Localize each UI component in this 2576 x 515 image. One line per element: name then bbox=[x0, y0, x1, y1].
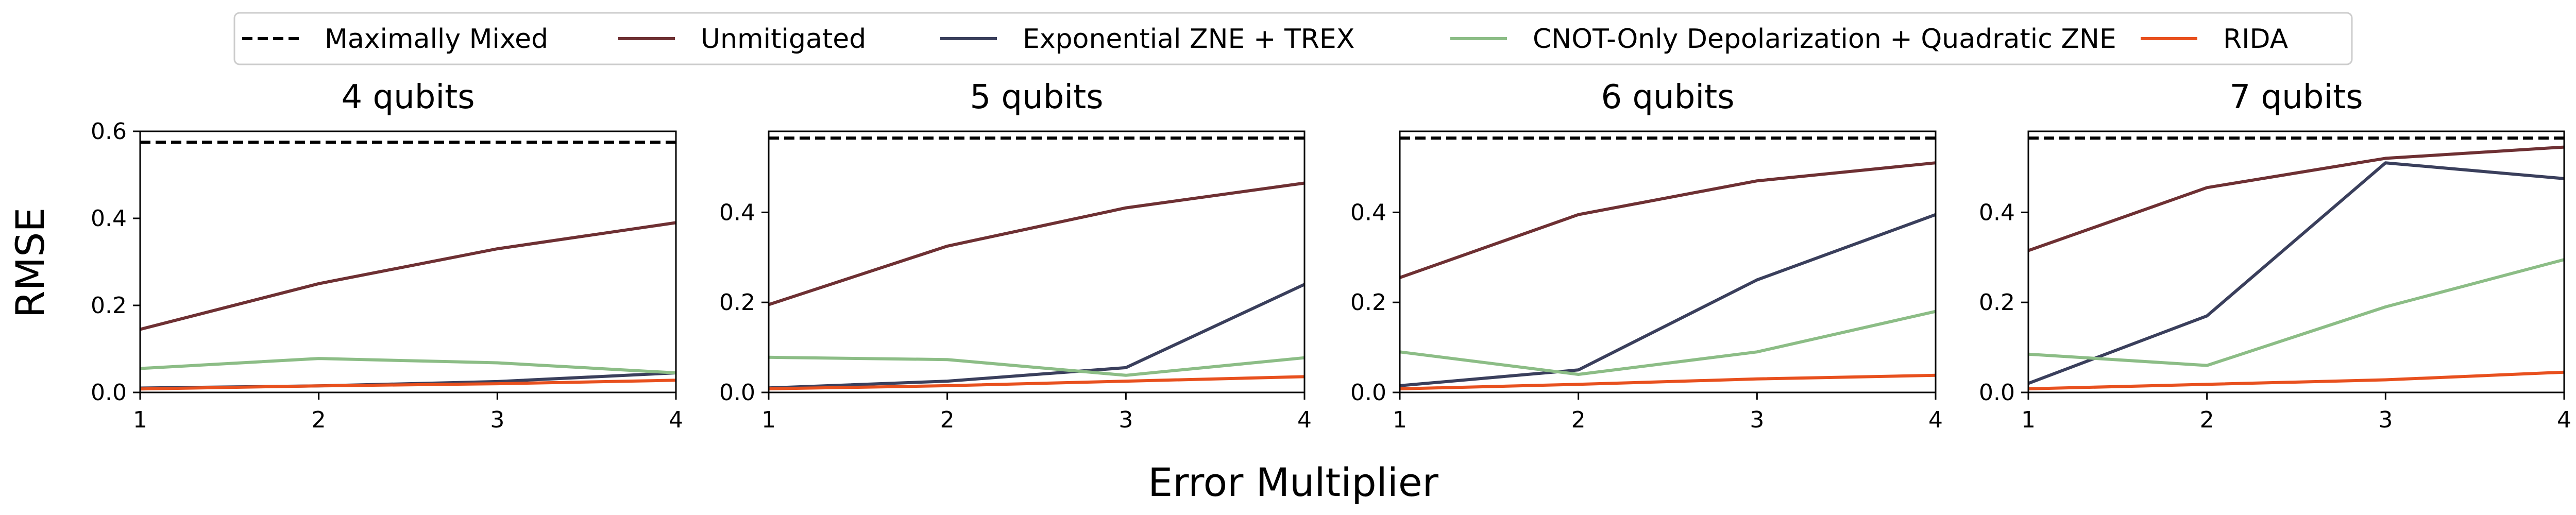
y-tick-label: 0.0 bbox=[1979, 380, 2015, 406]
legend-label: Exponential ZNE + TREX bbox=[1023, 24, 1354, 55]
series-lines bbox=[768, 136, 1306, 390]
legend: Maximally Mixed Unmitigated Exponential ZN… bbox=[233, 12, 2353, 65]
y-tick-label: 0.2 bbox=[1979, 289, 2015, 316]
legend-item-unmitigated: Unmitigated bbox=[618, 24, 866, 55]
y-axis-label: RMSE bbox=[7, 208, 53, 318]
y-tick-label: 0.2 bbox=[1350, 289, 1386, 316]
x-tick-label: 1 bbox=[2021, 407, 2036, 433]
legend-item-exponential-zne-trex: Exponential ZNE + TREX bbox=[940, 24, 1354, 55]
x-tick-label: 4 bbox=[1928, 407, 1943, 433]
x-tick-label: 3 bbox=[490, 407, 504, 433]
series-lines bbox=[2027, 136, 2565, 390]
y-tick-label: 0.4 bbox=[719, 199, 755, 226]
legend-label: CNOT-Only Depolarization + Quadratic ZNE bbox=[1533, 24, 2116, 55]
series-rida bbox=[140, 379, 676, 391]
axes-frame bbox=[2027, 130, 2565, 393]
y-tick-label: 0.4 bbox=[1350, 199, 1386, 226]
series-rida bbox=[768, 375, 1305, 390]
series-rida bbox=[2028, 370, 2565, 390]
panel-4: 7 qubits 1 2 3 4 0.0 0.2 0.4 bbox=[1979, 78, 2571, 433]
panels: 4 qubits 1 2 3 4 0.0 0.2 0.4 0.6 5 qubits 1 2 3 4 0.0 0… bbox=[91, 78, 2571, 433]
x-tick-label: 2 bbox=[2200, 407, 2214, 433]
y-tick-label: 0.0 bbox=[719, 380, 755, 406]
series-lines bbox=[140, 141, 676, 391]
series-cnot-only-depolarization-quadratic-zne bbox=[1399, 310, 1936, 376]
series-exponential-zne-trex bbox=[768, 283, 1306, 390]
series-exponential-zne-trex bbox=[1399, 213, 1937, 387]
x-tick-label: 1 bbox=[133, 407, 147, 433]
series-cnot-only-depolarization-quadratic-zne bbox=[2028, 258, 2565, 367]
legend-frame bbox=[233, 12, 2353, 65]
axes-frame bbox=[1399, 130, 1937, 393]
y-tick-label: 0.4 bbox=[1979, 199, 2015, 226]
y-tick-label: 0.2 bbox=[91, 293, 127, 319]
panel-1: 4 qubits 1 2 3 4 0.0 0.2 0.4 0.6 bbox=[91, 78, 683, 433]
panel-3: 6 qubits 1 2 3 4 0.0 0.2 0.4 bbox=[1350, 78, 1943, 433]
series-cnot-only-depolarization-quadratic-zne bbox=[768, 355, 1305, 377]
panel-title: 7 qubits bbox=[2229, 78, 2363, 116]
legend-label: RIDA bbox=[2223, 24, 2289, 55]
legend-item-maximally-mixed: Maximally Mixed bbox=[242, 24, 548, 55]
series-lines bbox=[1399, 136, 1937, 390]
y-tick-label: 0.0 bbox=[91, 380, 127, 406]
axes-frame bbox=[768, 130, 1306, 393]
x-tick-label: 3 bbox=[2378, 407, 2393, 433]
panel-title: 4 qubits bbox=[341, 78, 474, 116]
legend-label: Maximally Mixed bbox=[325, 24, 548, 55]
y-tick-label: 0.0 bbox=[1350, 380, 1386, 406]
series-unmitigated bbox=[2028, 145, 2565, 252]
x-tick-label: 1 bbox=[761, 407, 776, 433]
x-tick-label: 2 bbox=[1571, 407, 1586, 433]
legend-item-rida: RIDA bbox=[2141, 24, 2289, 55]
legend-item-cnot-only-depolarization-quadratic-zne: CNOT-Only Depolarization + Quadratic ZNE bbox=[1450, 24, 2116, 55]
x-tick-label: 3 bbox=[1750, 407, 1764, 433]
x-tick-label: 2 bbox=[940, 407, 955, 433]
x-tick-label: 4 bbox=[1297, 407, 1312, 433]
series-rida bbox=[1399, 373, 1936, 390]
legend-label: Unmitigated bbox=[701, 24, 866, 55]
y-tick-label: 0.6 bbox=[91, 118, 127, 145]
x-axis-label: Error Multiplier bbox=[1148, 459, 1438, 505]
x-tick-label: 4 bbox=[669, 407, 683, 433]
panel-title: 6 qubits bbox=[1601, 78, 1734, 116]
x-tick-label: 2 bbox=[312, 407, 326, 433]
series-unmitigated bbox=[768, 181, 1305, 306]
series-cnot-only-depolarization-quadratic-zne bbox=[140, 357, 676, 374]
x-tick-label: 4 bbox=[2557, 407, 2571, 433]
axes-frame bbox=[139, 130, 677, 393]
series-unmitigated bbox=[1399, 161, 1936, 279]
y-tick-label: 0.4 bbox=[91, 205, 127, 232]
panel-title: 5 qubits bbox=[970, 78, 1103, 116]
x-tick-label: 3 bbox=[1118, 407, 1133, 433]
y-tick-label: 0.2 bbox=[719, 289, 755, 316]
series-exponential-zne-trex bbox=[2027, 161, 2565, 385]
panel-2: 5 qubits 1 2 3 4 0.0 0.2 0.4 bbox=[719, 78, 1312, 433]
series-unmitigated bbox=[140, 221, 676, 331]
x-tick-label: 1 bbox=[1393, 407, 1407, 433]
